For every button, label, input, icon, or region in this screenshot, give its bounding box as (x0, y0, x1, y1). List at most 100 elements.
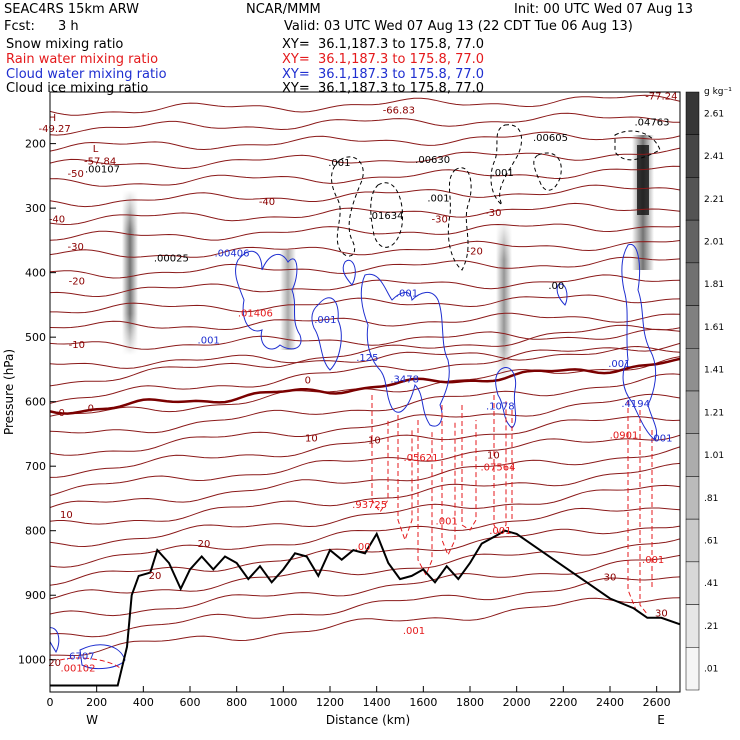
temperature-isotherm (50, 112, 680, 136)
field-snow-xy: XY= 36.1,187.3 to 175.8, 77.0 (282, 37, 485, 52)
extremum-label: .001 (403, 626, 425, 637)
isotherm-label: 0 (305, 376, 311, 387)
temperature-isotherm (50, 328, 680, 350)
temperature-isotherm (50, 312, 680, 331)
colorbar-swatch (685, 134, 700, 178)
colorbar-label: .01 (704, 665, 718, 675)
rain-contour-6 (493, 395, 507, 536)
temperature-isotherm (50, 538, 680, 600)
colorbar-label: 1.21 (704, 408, 724, 418)
org-name: NCAR/MMM (246, 2, 321, 17)
extremum-label: .1078 (486, 401, 515, 412)
cw-contour-4 (360, 273, 450, 427)
isotherm-label: -40 (49, 214, 65, 225)
colorbar-swatch (685, 604, 700, 648)
y-tick-label-300: 300 (25, 202, 46, 215)
colorbar-swatch (685, 647, 700, 691)
extremum-label: .04763 (635, 118, 670, 129)
rain-contour-3 (417, 420, 433, 577)
east-endpoint-label: E (657, 713, 665, 727)
colorbar-swatch (685, 91, 700, 135)
y-tick-label-1000: 1000 (18, 654, 46, 667)
colorbar-label: 1.01 (704, 451, 724, 461)
temperature-isotherm (50, 256, 680, 279)
init-time: Init: 00 UTC Wed 07 Aug 13 (514, 2, 694, 17)
rain-contour-9 (639, 410, 649, 616)
x-tick-label-0: 0 (47, 696, 54, 709)
isotherm-label: 10 (305, 434, 318, 445)
temperature-isotherm (50, 294, 680, 314)
temperature-isotherm (50, 462, 680, 525)
y-tick-label-800: 800 (25, 525, 46, 538)
colorbar-swatch (685, 177, 700, 221)
x-tick-label-400: 400 (133, 696, 154, 709)
ice-contour-2 (370, 182, 404, 248)
y-axis-label: Pressure (hPa) (2, 349, 16, 435)
terrain-profile-line (50, 529, 680, 687)
x-tick-label-800: 800 (226, 696, 247, 709)
colorbar-label: .81 (704, 494, 718, 504)
snow-shading (122, 135, 654, 380)
x-tick-label-1600: 1600 (409, 696, 437, 709)
isotherm-label: -20 (466, 247, 482, 258)
colorbar-swatch (685, 390, 700, 434)
snow-band-1-fade (122, 190, 138, 355)
snow-band-2 (280, 250, 296, 350)
temperature-isotherm (50, 554, 680, 617)
colorbar-swatch (685, 433, 700, 477)
colorbar-label: .61 (704, 537, 718, 547)
isotherm-label: -30 (431, 214, 447, 225)
isotherm-label: -40 (259, 197, 275, 208)
temperature-isotherm (50, 597, 680, 657)
rain-contour-5 (461, 405, 477, 531)
freezing-level-line (50, 357, 680, 415)
snow-core-4 (637, 145, 649, 215)
isotherm-label: -10 (69, 340, 85, 351)
temperature-isotherm (50, 324, 680, 387)
ice-contour-5 (533, 152, 562, 191)
temperature-isotherm (50, 484, 680, 548)
extremum-label: .001 (489, 526, 511, 537)
temperature-isotherm (50, 274, 680, 298)
extremum-label: .001 (642, 555, 664, 566)
extremum-label: .00406 (215, 249, 250, 260)
x-tick-label-1400: 1400 (363, 696, 391, 709)
fcst-label: Fcst: (4, 19, 35, 34)
colorbar-swatch (685, 219, 700, 264)
x-tick-label-2000: 2000 (503, 696, 531, 709)
field-cloudwater-name: Cloud water mixing ratio (6, 67, 167, 82)
cw-contour-3 (342, 259, 356, 286)
extremum-label: .001 (427, 194, 449, 205)
extremum-label: .00605 (533, 133, 568, 144)
extremum-label: .00 (355, 542, 371, 553)
temperature-isotherm (50, 525, 680, 586)
isotherm-label: 10 (368, 436, 381, 447)
fcst-value: 3 h (58, 19, 79, 34)
extremum-label: .01406 (238, 309, 273, 320)
isotherm-label: 10 (60, 510, 73, 521)
temperature-isotherm (50, 507, 680, 568)
rain-contour-1 (371, 395, 389, 513)
isotherm-label: 20 (48, 658, 61, 669)
isotherm-label: 0 (88, 403, 94, 414)
colorbar: 2.61 2.41 2.21 2.01 1.81 1.61 1.41 1.21 1.01 .81.… (685, 91, 724, 691)
extremum-label: .00102 (61, 663, 96, 674)
extremum-label: .001 (198, 336, 220, 347)
isotherm-label: 10 (487, 450, 500, 461)
temperature-isotherm (50, 240, 680, 258)
y-axis: 200 300 400 500 600 700 800 900 1000 (18, 138, 56, 667)
x-tick-label-1000: 1000 (269, 696, 297, 709)
field-snow-name: Snow mixing ratio (6, 37, 124, 52)
cw-contour-8 (50, 627, 60, 654)
extremum-label: .001 (492, 168, 514, 179)
extremum-label: L (93, 144, 99, 155)
west-endpoint-label: W (86, 713, 98, 727)
ice-contour-1 (331, 156, 364, 257)
isotherm-label: 30 (655, 609, 668, 620)
plot-frame (49, 91, 681, 693)
extremum-label: .001 (436, 516, 458, 527)
extremum-label: .3478 (390, 374, 419, 385)
cw-contour-6 (556, 283, 568, 306)
extremum-label: .4194 (621, 399, 650, 410)
